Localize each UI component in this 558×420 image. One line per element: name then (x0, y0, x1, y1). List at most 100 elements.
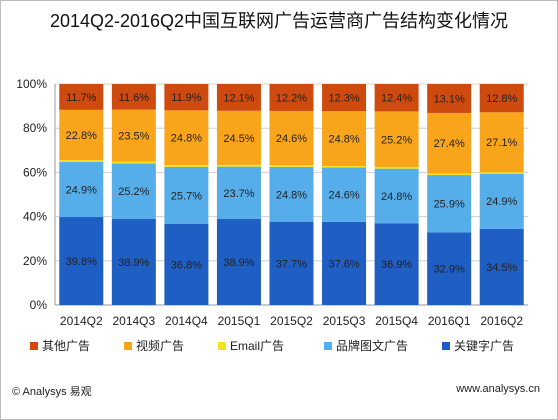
legend-label: 品牌图文广告 (336, 338, 408, 353)
bar-segment (164, 110, 209, 166)
data-label: 24.9% (486, 196, 517, 208)
legend-label: 视频广告 (136, 338, 184, 353)
data-label: 25.9% (434, 199, 465, 211)
legend-swatch (124, 342, 132, 350)
data-label: 12.2% (276, 92, 307, 104)
bar-segment (322, 84, 367, 112)
x-tick-label: 2016Q2 (480, 314, 523, 328)
data-label: 27.4% (434, 138, 465, 150)
bar-segment (164, 165, 209, 167)
data-label: 37.7% (276, 258, 307, 270)
bar-segment (216, 110, 261, 165)
bar-segment (374, 111, 419, 168)
bar-segment (479, 172, 524, 174)
bar-segment (374, 84, 419, 112)
bar-segment (216, 219, 261, 305)
bar-segment (322, 165, 367, 168)
data-label: 24.8% (381, 191, 412, 203)
source-url: www.analysys.cn (456, 383, 540, 395)
bar-segment (374, 168, 419, 224)
data-label: 24.6% (328, 190, 359, 202)
data-label: 24.8% (328, 134, 359, 146)
legend-swatch (442, 342, 450, 350)
bar-segment (479, 228, 524, 305)
data-label: 24.6% (276, 133, 307, 145)
bar-segment (427, 112, 472, 174)
data-label: 36.8% (171, 259, 202, 271)
x-tick-label: 2014Q3 (112, 314, 155, 328)
data-label: 24.8% (276, 189, 307, 201)
x-tick-label: 2015Q1 (218, 314, 261, 328)
x-tick-label: 2014Q4 (165, 314, 208, 328)
legend-label: Email广告 (230, 339, 284, 353)
legend-swatch (324, 342, 332, 350)
bar-segment (111, 163, 156, 220)
legend-label: 关键字广告 (454, 338, 514, 353)
data-label: 38.9% (118, 257, 149, 269)
bar-segment (216, 166, 261, 220)
data-label: 24.9% (66, 185, 97, 197)
data-label: 37.6% (328, 258, 359, 270)
bar-segment (322, 111, 367, 166)
x-tick-label: 2016Q1 (428, 314, 471, 328)
source-label: © Analysys 易观 (12, 386, 92, 398)
bar-segment (59, 160, 104, 163)
y-tick-label: 20% (23, 254, 47, 268)
data-label: 11.9% (171, 92, 202, 104)
data-label: 11.7% (66, 92, 97, 104)
bar-segment (164, 223, 209, 305)
data-label: 24.8% (171, 133, 202, 145)
data-label: 12.8% (486, 93, 517, 105)
data-label: 34.5% (486, 262, 517, 274)
bar-segment (269, 166, 314, 222)
bar-segment (59, 109, 104, 161)
y-tick-label: 0% (30, 298, 48, 312)
bar-segment (269, 84, 314, 111)
x-tick-label: 2015Q2 (270, 314, 313, 328)
bar-segment (164, 84, 209, 111)
bar-segment (216, 164, 261, 167)
bar-segment (269, 221, 314, 305)
legend-label: 其他广告 (42, 339, 90, 353)
bar-segment (111, 109, 156, 162)
data-label: 39.8% (66, 256, 97, 268)
bar-segment (111, 84, 156, 110)
y-tick-label: 100% (16, 77, 47, 91)
bar-segment (216, 84, 261, 111)
bar-segment (322, 167, 367, 222)
data-label: 32.9% (434, 264, 465, 276)
bar-segment (374, 223, 419, 305)
data-label: 25.7% (171, 190, 202, 202)
bar-segment (427, 232, 472, 305)
bar-segment (269, 110, 314, 166)
data-label: 12.4% (381, 93, 412, 105)
chart-title: 2014Q2-2016Q2中国互联网广告运营商广告结构变化情况 (49, 11, 509, 31)
bar-segment (427, 173, 472, 176)
bar-segment (479, 84, 524, 113)
data-label: 25.2% (118, 186, 149, 198)
x-tick-label: 2015Q3 (323, 314, 366, 328)
data-label: 13.1% (434, 93, 465, 105)
bar-segment (59, 84, 104, 110)
x-tick-label: 2014Q2 (60, 314, 103, 328)
bar-segment (269, 165, 314, 167)
data-label: 23.7% (223, 188, 254, 200)
y-tick-label: 40% (23, 210, 47, 224)
bar-segment (374, 167, 419, 169)
bar-segment (479, 112, 524, 173)
y-tick-label: 80% (23, 121, 47, 135)
bar-segment (164, 166, 209, 224)
data-label: 12.3% (328, 93, 359, 105)
bar-segment (59, 217, 104, 305)
y-tick-label: 60% (23, 165, 47, 179)
bar-segment (111, 161, 156, 164)
bar-segment (322, 221, 367, 305)
bar-segment (111, 219, 156, 305)
data-label: 23.5% (118, 131, 149, 143)
data-label: 22.8% (66, 130, 97, 142)
bar-segment (479, 173, 524, 229)
data-label: 12.1% (223, 92, 254, 104)
data-label: 25.2% (381, 134, 412, 146)
bar-segment (427, 84, 472, 113)
data-label: 24.5% (223, 133, 254, 145)
